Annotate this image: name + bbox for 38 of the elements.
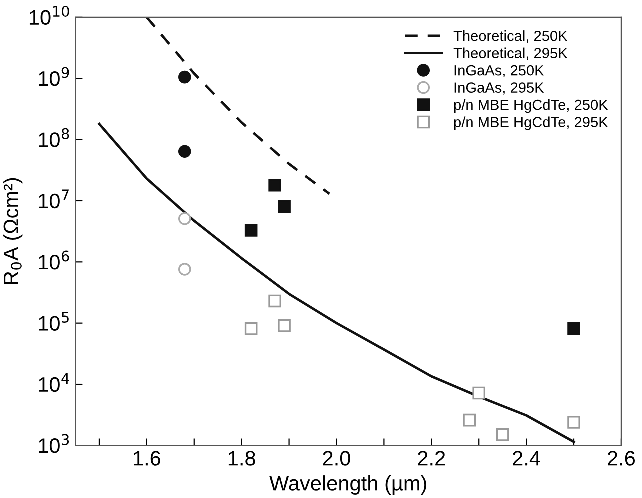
point [244, 322, 258, 336]
point [178, 212, 192, 226]
y-axis-title: R$_{0}$A (Ωcm²) [3, 178, 23, 284]
point [178, 70, 192, 84]
point [178, 145, 192, 158]
y-tick-label: 10$^{3}$ [39, 434, 70, 454]
point [496, 428, 510, 442]
x-tick-label: 1.6 [134, 451, 160, 466]
x-axis-title: Wavelength (µm) [270, 476, 426, 495]
x-tick-label: 2.0 [323, 451, 350, 466]
legend-label: Theoretical, 295K [454, 48, 568, 60]
point [463, 414, 476, 427]
y-tick-label: 10$^{6}$ [39, 250, 70, 270]
legend-label: InGaAs, 250K [454, 65, 544, 78]
y-tick-label: 10$^{10}$ [30, 6, 70, 26]
legend-label: p/n MBE HgCdTe, 250K [454, 100, 608, 114]
point [568, 322, 580, 336]
point [268, 178, 282, 192]
x-tick-label: 2.2 [418, 451, 446, 466]
x-tick-label: 1.8 [228, 451, 256, 466]
y-tick-label: 10$^{5}$ [39, 312, 69, 331]
y-tick-label: 10$^{8}$ [39, 128, 70, 148]
x-tick-label: 2.4 [513, 451, 540, 466]
point [472, 386, 486, 400]
y-tick-label: 10$^{9}$ [39, 67, 70, 86]
line-series [146, 17, 331, 196]
point [568, 416, 580, 429]
x-tick-label: 2.6 [608, 451, 636, 466]
point [278, 200, 291, 213]
point [244, 224, 258, 237]
point [278, 319, 291, 332]
legend-label: InGaAs, 295K [454, 82, 544, 95]
legend-label: Theoretical, 250K [454, 30, 568, 43]
point [178, 263, 192, 276]
y-tick-label: 10$^{4}$ [39, 373, 70, 392]
point [268, 294, 282, 308]
y-tick-label: 10$^{7}$ [39, 190, 69, 209]
legend-label: p/n MBE HgCdTe, 295K [454, 116, 608, 130]
